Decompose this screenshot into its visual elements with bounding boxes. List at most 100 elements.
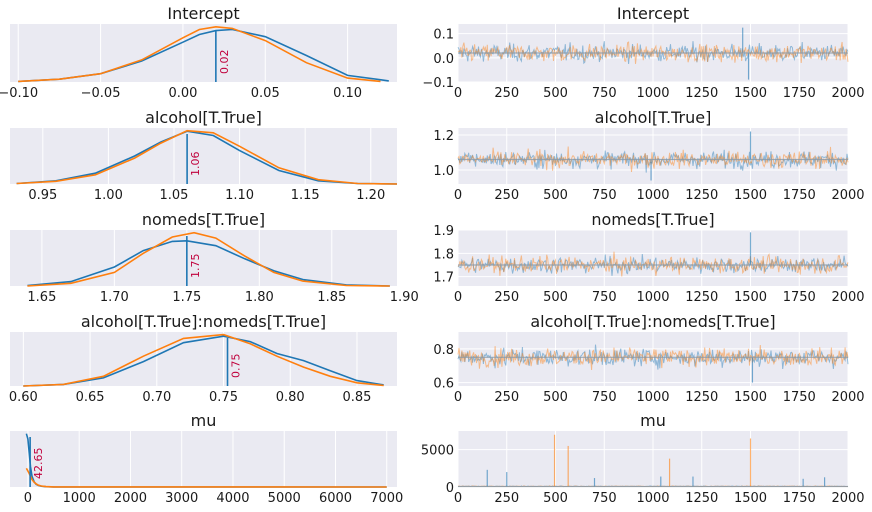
y-tick-label: 0.6 — [433, 377, 454, 392]
density-line-chain-2 — [18, 25, 381, 83]
y-tick-label: 5000 — [421, 444, 454, 459]
panel-background — [10, 431, 397, 487]
x-tick-label: 500 — [543, 86, 568, 101]
x-tick-label: 1750 — [783, 86, 816, 101]
x-tick-label: 1.65 — [27, 290, 56, 305]
reference-value-label: 1.06 — [189, 152, 202, 177]
x-tick-label: 250 — [494, 491, 519, 506]
x-tick-label: 0 — [454, 491, 462, 506]
x-tick-label: 1500 — [734, 86, 767, 101]
x-tick-label: 4000 — [216, 491, 249, 506]
density-line-chain-2 — [27, 231, 390, 287]
reference-value-label: 42.65 — [32, 448, 45, 480]
reference-value-label: 0.75 — [230, 354, 243, 379]
x-tick-label: 1000 — [636, 390, 669, 405]
x-tick-label: 1250 — [685, 290, 718, 305]
x-tick-label: 1.85 — [317, 290, 346, 305]
x-tick-label: 0.95 — [28, 188, 57, 203]
panel-title: alcohol[T.True]:nomeds[T.True] — [81, 312, 326, 331]
trace-panel-2 — [457, 229, 849, 286]
x-tick-label: 1.70 — [100, 290, 129, 305]
x-tick-label: 1250 — [685, 188, 718, 203]
trace-line-chain-1 — [457, 253, 849, 276]
y-tick-label: 1.8 — [433, 247, 454, 262]
kde-panel-3 — [10, 332, 397, 387]
x-tick-label: 0.05 — [251, 86, 280, 101]
trace-line-chain-2 — [457, 146, 849, 173]
x-tick-label: 1000 — [636, 188, 669, 203]
x-tick-label: 1500 — [734, 188, 767, 203]
x-tick-label: 1.80 — [245, 290, 274, 305]
kde-panel-0 — [10, 24, 397, 83]
x-tick-label: −0.10 — [0, 86, 38, 101]
density-line-chain-2 — [16, 129, 398, 185]
x-tick-label: 0.60 — [9, 390, 38, 405]
x-tick-label: 0 — [454, 86, 462, 101]
trace-panel-1 — [457, 128, 849, 184]
x-tick-label: 1.00 — [94, 188, 123, 203]
panel-title: nomeds[T.True] — [591, 210, 714, 229]
x-tick-label: 1500 — [734, 290, 767, 305]
x-tick-label: 500 — [543, 188, 568, 203]
x-tick-label: 500 — [543, 491, 568, 506]
x-tick-label: 2000 — [831, 86, 864, 101]
x-tick-label: 0 — [454, 188, 462, 203]
x-tick-label: 1750 — [783, 290, 816, 305]
x-tick-label: 1000 — [63, 491, 96, 506]
kde-panel-2 — [10, 230, 405, 287]
x-tick-label: 1.90 — [390, 290, 419, 305]
panel-background — [10, 230, 397, 286]
panel-background — [10, 128, 397, 184]
x-tick-label: 1000 — [636, 491, 669, 506]
x-tick-label: 750 — [592, 188, 617, 203]
panel-title: alcohol[T.True]:nomeds[T.True] — [530, 312, 775, 331]
y-tick-label: 0.8 — [433, 343, 454, 358]
x-tick-label: 1250 — [685, 390, 718, 405]
trace-panel-4 — [457, 431, 849, 488]
x-tick-label: 6000 — [319, 491, 352, 506]
x-tick-label: 750 — [592, 491, 617, 506]
x-tick-label: 0.00 — [168, 86, 197, 101]
x-tick-label: 250 — [494, 188, 519, 203]
x-tick-label: 2000 — [114, 491, 147, 506]
x-tick-label: 0.85 — [342, 390, 371, 405]
x-tick-label: 5000 — [268, 491, 301, 506]
x-tick-label: 1500 — [734, 390, 767, 405]
panel-title: mu — [191, 411, 217, 430]
panel-title: alcohol[T.True] — [595, 108, 712, 127]
x-tick-label: 1750 — [783, 491, 816, 506]
reference-value-label: 1.75 — [189, 254, 202, 279]
kde-panel-1 — [10, 128, 398, 185]
kde-panel-4 — [10, 431, 397, 488]
x-tick-label: 750 — [592, 390, 617, 405]
x-tick-label: 1.20 — [356, 188, 385, 203]
x-tick-label: 250 — [494, 290, 519, 305]
panel-title: alcohol[T.True] — [145, 108, 262, 127]
density-line-chain-1 — [16, 130, 398, 185]
panel-title: Intercept — [167, 4, 239, 23]
x-tick-label: 2000 — [831, 390, 864, 405]
x-tick-label: 2000 — [831, 491, 864, 506]
x-tick-label: 250 — [494, 390, 519, 405]
trace-line-chain-1 — [457, 41, 849, 65]
density-line-chain-2 — [25, 467, 387, 488]
x-tick-label: 0.75 — [209, 390, 238, 405]
reference-value-label: 0.02 — [218, 50, 231, 75]
y-tick-label: 1.0 — [433, 164, 454, 179]
x-tick-label: 0 — [454, 390, 462, 405]
trace-panel-0 — [457, 24, 849, 83]
y-tick-label: −0.1 — [422, 76, 454, 91]
x-tick-label: 1000 — [636, 290, 669, 305]
density-line-chain-2 — [23, 333, 384, 387]
x-tick-label: 0.80 — [276, 390, 305, 405]
x-tick-label: 2000 — [831, 188, 864, 203]
y-tick-label: 1.2 — [433, 129, 454, 144]
x-tick-label: 1.15 — [291, 188, 320, 203]
x-tick-label: 2000 — [831, 290, 864, 305]
panel-title: nomeds[T.True] — [142, 210, 265, 229]
x-tick-label: 0 — [454, 290, 462, 305]
y-tick-label: 0.1 — [433, 28, 454, 43]
x-tick-label: 250 — [494, 86, 519, 101]
x-tick-label: 1750 — [783, 188, 816, 203]
x-tick-label: 0.10 — [333, 86, 362, 101]
